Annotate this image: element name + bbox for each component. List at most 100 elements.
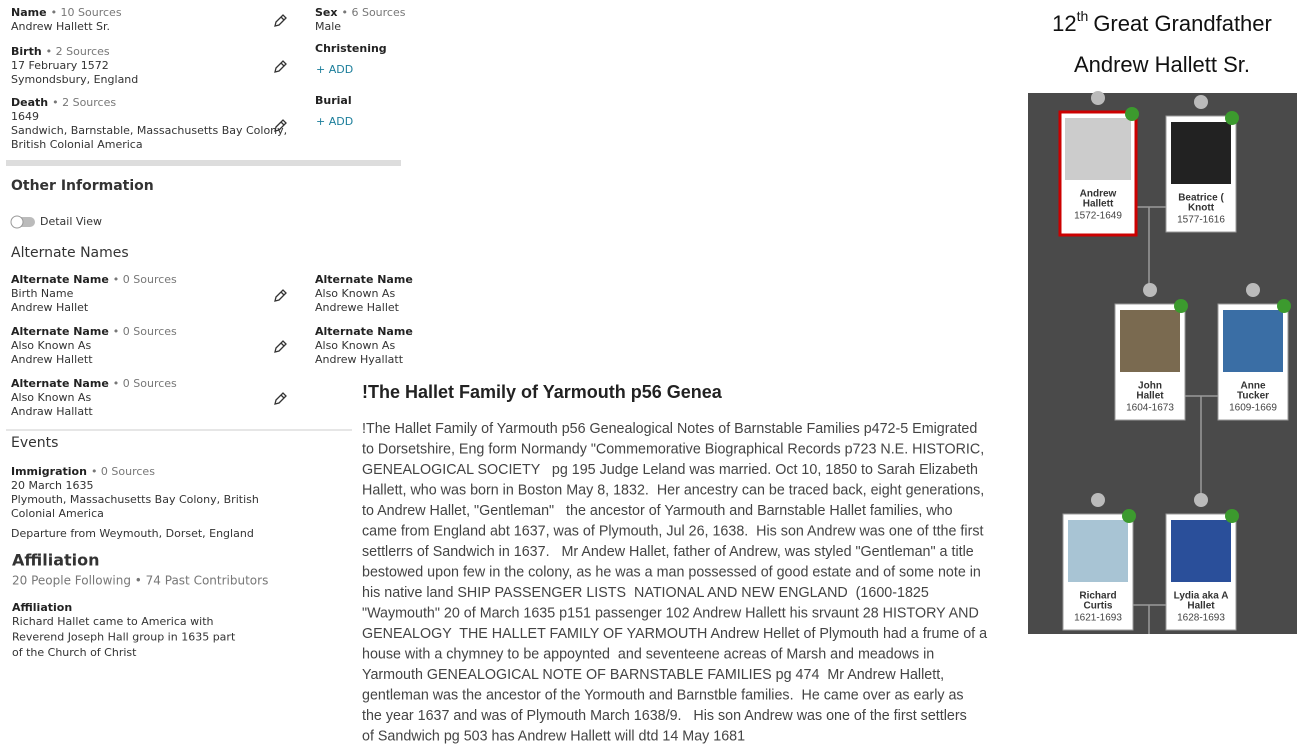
field-value: Andrew Hallett Sr. [11,20,110,33]
field-label: Immigration • 0 Sources [11,465,155,478]
expand-button[interactable] [1091,91,1105,105]
sources: • 6 Sources [341,6,405,19]
story-title: !The Hallet Family of Yarmouth p56 Genea [362,382,723,402]
edit-icon[interactable] [274,119,287,132]
person-years: 1604-1673 [1126,403,1174,414]
sources: • 2 Sources [52,96,116,109]
field-label: Alternate Name • 0 Sources [11,325,177,338]
label: Alternate Name [11,377,109,390]
field-value: Andrewe Hallet [315,301,400,314]
person-photo [1068,520,1128,582]
story-line: Hallett, who was born in Boston May 8, 1… [362,482,984,498]
edit-icon[interactable] [274,60,287,73]
label: Christening [315,42,387,55]
field-value: Plymouth, Massachusetts Bay Colony, Brit… [11,493,259,506]
field-value: Andrew Hallet [11,301,89,314]
add-button[interactable]: + ADD [316,115,353,128]
label: Birth [11,45,42,58]
story-line: settlerrs of Sandwich in 1637. Mr Andew … [362,544,974,560]
story-line: GENEALOGICAL SOCIETY pg 195 Judge Leland… [362,462,978,478]
edit-icon[interactable] [274,289,287,302]
field-label: Alternate Name • 0 Sources [11,377,177,390]
person-name: Anne [1241,381,1266,392]
story-line: Yarmouth GENEALOGICAL NOTE OF BARNSTABLE… [362,667,944,683]
expand-button[interactable] [1143,283,1157,297]
field-label: Burial [315,94,352,107]
toggle-label: Detail View [40,215,102,228]
section-title: Events [11,435,58,451]
profile-name: Andrew Hallett Sr. [1074,52,1250,77]
field-value: Andraw Hallatt [11,405,93,418]
label: Alternate Name [315,273,413,286]
person-name: John [1138,381,1162,392]
generation-suffix: th [1077,8,1089,24]
record-hint [1122,509,1136,523]
event-note: Departure from Weymouth, Dorset, England [11,527,254,540]
record-hint [1125,107,1139,121]
expand-button[interactable] [1246,283,1260,297]
field-value: 20 March 1635 [11,479,94,492]
field-label: Birth • 2 Sources [11,45,110,58]
label: Alternate Name [315,325,413,338]
field-value: Andrew Hallett [11,353,93,366]
label: Alternate Name [11,273,109,286]
record-hint [1225,111,1239,125]
field-label: Sex • 6 Sources [315,6,406,19]
generation: 12th Great Grandfather [1052,8,1272,36]
person-photo [1223,310,1283,372]
field-value: Also Known As [11,339,91,352]
sources: • 0 Sources [91,465,155,478]
edit-icon[interactable] [274,340,287,353]
person-years: 1572-1649 [1074,211,1122,222]
field-value: Male [315,20,341,33]
person-name: Richard [1079,591,1116,602]
story-line: came from England abt 1637, was of Plymo… [362,523,983,539]
person-photo [1171,122,1231,184]
expand-button[interactable] [1194,95,1208,109]
story-line: bestowed upon few in the colony, as he w… [362,564,981,580]
field-value: Richard Hallet came to America with [12,615,214,628]
label: Death [11,96,48,109]
field-value: Also Known As [11,391,91,404]
field-label: Alternate Name • 0 Sources [11,273,177,286]
field-value: British Colonial America [11,138,143,151]
person-years: 1621-1693 [1074,613,1122,624]
expand-button[interactable] [1091,493,1105,507]
expand-button[interactable] [1194,493,1208,507]
record-hint [1277,299,1291,313]
story-line: GENEALOGY THE HALLET FAMILY OF YARMOUTH … [362,626,987,642]
add-button[interactable]: + ADD [316,63,353,76]
person-name: Tucker [1237,391,1269,402]
person-name: Curtis [1084,601,1113,612]
edit-icon[interactable] [274,392,287,405]
person-name: Hallet [1136,391,1164,402]
person-photo [1120,310,1180,372]
field-label: Name • 10 Sources [11,6,122,19]
affiliation-stats: 20 People Following • 74 Past Contributo… [12,574,268,588]
label: Name [11,6,47,19]
person-name: Beatrice ( [1178,193,1224,204]
generation-number: 12 [1052,11,1076,36]
field-label: Affiliation [12,601,72,614]
person-name: Andrew [1080,189,1117,200]
field-value: Also Known As [315,287,395,300]
story-line: to Dorsetshire, Eng form Normandy "Comme… [362,441,984,457]
field-value: Symondsbury, England [11,73,138,86]
field-value: Birth Name [11,287,74,300]
generation-text: Great Grandfather [1093,11,1272,36]
field-value: Also Known As [315,339,395,352]
label: Sex [315,6,337,19]
label: Affiliation [12,601,72,614]
person-photo [1065,118,1131,180]
label: Alternate Name [11,325,109,338]
person-name: Hallett [1083,199,1114,210]
field-value: Sandwich, Barnstable, Massachusetts Bay … [11,124,287,137]
edit-icon[interactable] [274,14,287,27]
field-label: Death • 2 Sources [11,96,116,109]
story-line: gentleman was the ancestor of the Yormou… [362,687,964,703]
sources: • 0 Sources [113,377,177,390]
story-line: "Waymouth" 20 of March 1635 p151 passeng… [362,605,979,621]
sources: • 10 Sources [51,6,122,19]
sources: • 0 Sources [113,325,177,338]
